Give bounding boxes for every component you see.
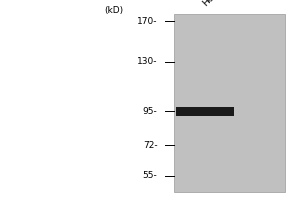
Text: 95-: 95-	[143, 106, 158, 116]
Text: 55-: 55-	[143, 171, 158, 180]
Text: 72-: 72-	[143, 140, 158, 149]
Text: 130-: 130-	[137, 58, 158, 66]
Bar	[174, 14, 285, 192]
Text: (kD): (kD)	[104, 6, 123, 15]
Text: 170-: 170-	[137, 17, 158, 25]
Text: HepG2: HepG2	[201, 0, 229, 8]
Bar	[176, 106, 234, 116]
